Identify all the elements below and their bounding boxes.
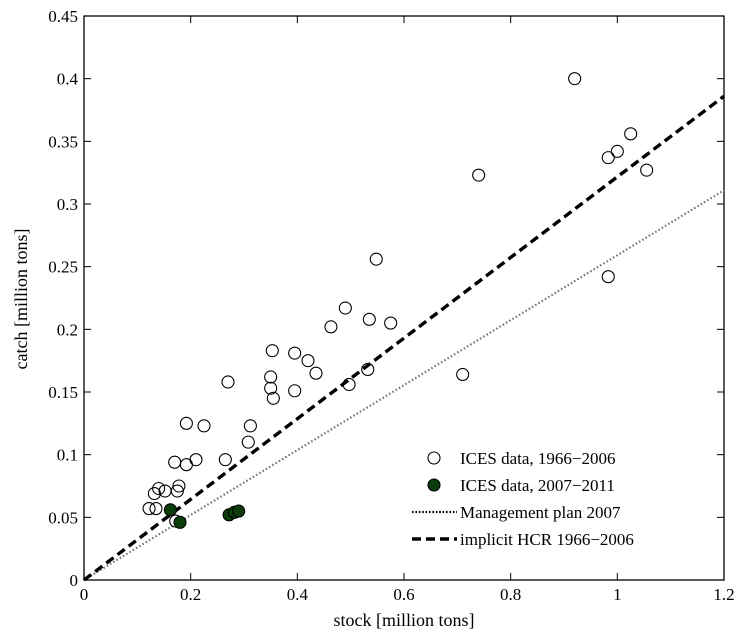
y-tick-label: 0.1: [57, 446, 78, 465]
legend-marker: [427, 478, 441, 492]
plot-border: [83, 15, 725, 581]
x-tick-label: 1.2: [713, 585, 734, 604]
open-circle-point: [362, 312, 376, 326]
open-circle-point: [568, 72, 582, 86]
filled-circle-point: [173, 515, 187, 529]
open-circle-point: [142, 502, 156, 516]
management-plan-line: [83, 189, 725, 581]
open-circle-point: [266, 391, 280, 405]
open-circle-point: [369, 252, 383, 266]
x-tick-label: 0.8: [500, 585, 521, 604]
legend-label: ICES data, 1966−2006: [460, 449, 616, 468]
open-circle-point: [301, 354, 315, 368]
open-circle-point: [601, 151, 615, 165]
plot-frame: [83, 15, 725, 581]
open-circle-point: [624, 127, 638, 141]
legend-marker: [427, 451, 441, 465]
open-circle-point: [197, 419, 211, 433]
open-circle-point: [288, 346, 302, 360]
legend-label: ICES data, 2007−2011: [460, 476, 615, 495]
filled-circle-point: [163, 503, 177, 517]
open-circle-point: [152, 481, 166, 496]
open-circle-point: [456, 367, 470, 382]
y-tick-label: 0.15: [48, 383, 78, 402]
x-tick-label: 1: [613, 585, 622, 604]
y-axis: 0 0.05 0.1 0.15 0.2 0.25 0.3 0.35 0.4 0.45: [48, 7, 724, 590]
x-tick-label: 0.6: [393, 585, 414, 604]
open-circle-point: [149, 502, 163, 516]
open-circle-point: [342, 377, 356, 392]
open-circle-point: [384, 316, 398, 330]
open-circle-point: [264, 370, 278, 384]
data-markers: [142, 72, 654, 529]
open-circle-point: [241, 435, 255, 449]
x-tick-label: 0: [80, 585, 89, 604]
x-axis-title: stock [million tons]: [334, 610, 475, 630]
y-tick-label: 0.25: [48, 258, 78, 277]
x-tick-label: 0.4: [287, 585, 309, 604]
open-circle-point: [179, 458, 193, 472]
open-circle-point: [640, 163, 654, 177]
y-tick-label: 0.05: [48, 508, 78, 527]
y-tick-label: 0: [70, 571, 79, 590]
open-circle-point: [610, 144, 624, 158]
y-tick-label: 0.45: [48, 7, 78, 26]
open-circle-point: [218, 453, 232, 467]
filled-circle-point: [232, 504, 246, 518]
open-circle-point: [601, 270, 615, 284]
legend-label: Management plan 2007: [460, 503, 621, 522]
implicit-hcr-line: [82, 94, 726, 582]
x-tick-label: 0.2: [180, 585, 201, 604]
open-circle-point: [172, 479, 186, 493]
y-tick-label: 0.35: [48, 132, 78, 151]
open-circle-point: [265, 344, 279, 358]
open-circle-point: [168, 455, 182, 469]
open-circle-point: [324, 320, 338, 334]
open-circle-point: [309, 366, 323, 380]
legend: ICES data, 1966−2006 ICES data, 2007−2011…: [412, 449, 634, 549]
x-axis: 0 0.2 0.4 0.6 0.8 1 1.2: [80, 16, 735, 604]
open-circle-point: [264, 381, 278, 395]
open-circle-point: [147, 486, 161, 501]
series-lines: [82, 94, 726, 582]
open-circle-point: [179, 416, 193, 430]
open-circle-point: [243, 419, 257, 433]
y-tick-label: 0.4: [57, 70, 79, 89]
y-tick-label: 0.3: [57, 195, 78, 214]
open-circle-point: [221, 375, 235, 389]
y-tick-label: 0.2: [57, 320, 78, 339]
open-circle-point: [338, 301, 352, 315]
open-circle-point: [361, 362, 375, 376]
legend-label: implicit HCR 1966−2006: [460, 530, 634, 549]
open-circle-point: [288, 384, 302, 398]
y-axis-title: catch [million tons]: [11, 229, 31, 370]
open-circle-point: [472, 168, 486, 182]
open-circle-point: [158, 484, 172, 498]
